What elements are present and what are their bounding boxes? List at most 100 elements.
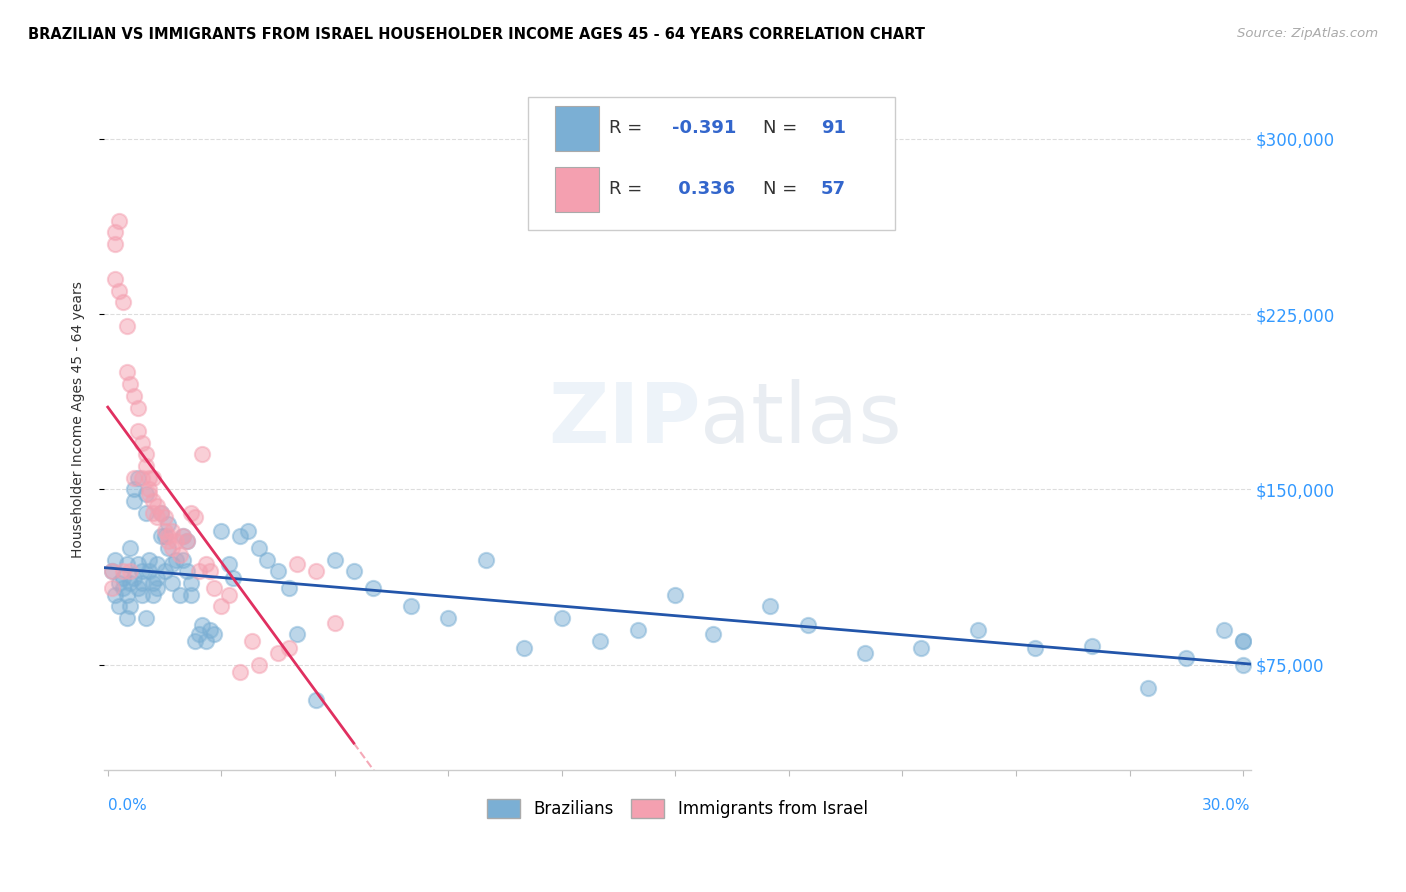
- FancyBboxPatch shape: [554, 167, 599, 211]
- Point: [209, 524, 232, 539]
- Point: [160, 541, 183, 555]
- Point: [184, 634, 207, 648]
- Point: [195, 558, 218, 572]
- Point: [589, 634, 612, 648]
- Point: [153, 529, 176, 543]
- Point: [146, 558, 169, 572]
- Point: [797, 618, 820, 632]
- Point: [138, 483, 160, 497]
- Point: [759, 599, 782, 614]
- Point: [247, 541, 270, 555]
- Point: [157, 529, 180, 543]
- Point: [184, 510, 207, 524]
- Point: [149, 529, 172, 543]
- Point: [191, 447, 214, 461]
- Point: [104, 272, 127, 286]
- Point: [323, 552, 346, 566]
- Point: [135, 611, 157, 625]
- Point: [172, 529, 194, 543]
- Point: [160, 524, 183, 539]
- Point: [138, 487, 160, 501]
- Point: [127, 401, 149, 415]
- Point: [475, 552, 498, 566]
- Point: [1213, 623, 1236, 637]
- Point: [187, 564, 209, 578]
- Point: [236, 524, 259, 539]
- Point: [100, 581, 122, 595]
- Point: [104, 225, 127, 239]
- Point: [853, 646, 876, 660]
- Point: [967, 623, 990, 637]
- Point: [191, 618, 214, 632]
- Point: [111, 581, 134, 595]
- Point: [1024, 641, 1046, 656]
- Point: [157, 517, 180, 532]
- Point: [131, 435, 153, 450]
- Point: [285, 558, 308, 572]
- Point: [127, 558, 149, 572]
- Point: [100, 564, 122, 578]
- Legend: Brazilians, Immigrants from Israel: Brazilians, Immigrants from Israel: [481, 792, 875, 825]
- Point: [138, 564, 160, 578]
- Point: [172, 529, 194, 543]
- Point: [146, 510, 169, 524]
- Point: [120, 541, 142, 555]
- Point: [160, 558, 183, 572]
- Point: [218, 588, 240, 602]
- Point: [153, 564, 176, 578]
- Point: [122, 494, 145, 508]
- Text: 91: 91: [821, 120, 845, 137]
- Point: [172, 552, 194, 566]
- Point: [142, 506, 165, 520]
- Point: [551, 611, 574, 625]
- Point: [115, 318, 138, 333]
- Point: [135, 458, 157, 473]
- Point: [115, 611, 138, 625]
- Point: [138, 471, 160, 485]
- Y-axis label: Householder Income Ages 45 - 64 years: Householder Income Ages 45 - 64 years: [72, 281, 86, 558]
- Point: [127, 471, 149, 485]
- Point: [115, 558, 138, 572]
- Point: [104, 552, 127, 566]
- Text: 30.0%: 30.0%: [1202, 798, 1251, 813]
- Point: [209, 599, 232, 614]
- Point: [104, 588, 127, 602]
- Point: [108, 284, 131, 298]
- Text: Source: ZipAtlas.com: Source: ZipAtlas.com: [1237, 27, 1378, 40]
- Point: [120, 576, 142, 591]
- Point: [229, 529, 252, 543]
- Point: [169, 548, 191, 562]
- Point: [127, 424, 149, 438]
- Point: [910, 641, 932, 656]
- Point: [1232, 634, 1254, 648]
- Point: [229, 665, 252, 679]
- Point: [135, 447, 157, 461]
- Point: [267, 646, 290, 660]
- Text: ZIP: ZIP: [548, 379, 700, 459]
- Point: [149, 506, 172, 520]
- Point: [221, 571, 243, 585]
- Point: [437, 611, 460, 625]
- Point: [198, 564, 221, 578]
- Text: 57: 57: [821, 180, 845, 198]
- Point: [702, 627, 724, 641]
- Point: [122, 389, 145, 403]
- Point: [111, 295, 134, 310]
- Text: R =: R =: [609, 120, 648, 137]
- Point: [120, 599, 142, 614]
- Point: [131, 564, 153, 578]
- Point: [142, 576, 165, 591]
- Point: [131, 588, 153, 602]
- Point: [195, 634, 218, 648]
- Point: [165, 533, 187, 548]
- Point: [247, 657, 270, 672]
- Point: [122, 471, 145, 485]
- Point: [399, 599, 422, 614]
- Text: atlas: atlas: [700, 379, 903, 459]
- Point: [115, 366, 138, 380]
- Point: [513, 641, 536, 656]
- Point: [361, 581, 384, 595]
- Point: [1175, 650, 1198, 665]
- Point: [278, 641, 301, 656]
- Point: [115, 588, 138, 602]
